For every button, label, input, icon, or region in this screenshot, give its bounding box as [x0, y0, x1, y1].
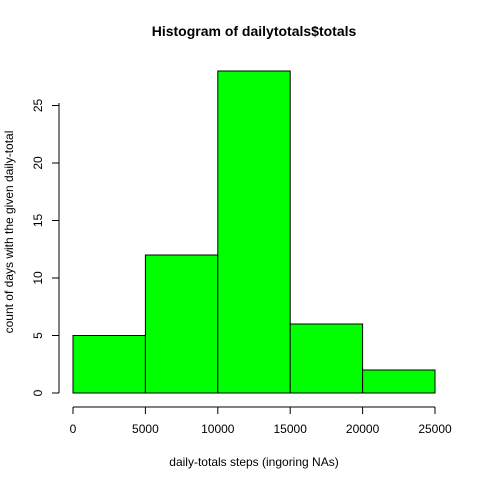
y-tick-label-0: 0	[31, 389, 45, 396]
x-tick-label-3: 15000	[274, 422, 308, 436]
x-tick-label-4: 20000	[346, 422, 380, 436]
x-axis-label: daily-totals steps (ingoring NAs)	[169, 455, 338, 469]
y-tick-label-3: 15	[31, 214, 45, 228]
histogram-bar-1	[144, 254, 219, 394]
x-tick-label-2: 10000	[201, 422, 235, 436]
histogram-bar-3	[289, 323, 364, 394]
y-ticks-group: 0 5 10 15 20 25	[31, 99, 59, 396]
histogram-bar-0	[72, 335, 146, 394]
bars-group	[72, 70, 436, 394]
x-tick-label-1: 5000	[132, 422, 159, 436]
y-tick-label-4: 20	[31, 156, 45, 170]
y-tick-label-2: 10	[31, 271, 45, 285]
x-ticks-group: 0 5000 10000 15000 20000 25000	[70, 407, 452, 436]
y-tick-label-5: 25	[31, 99, 45, 113]
x-tick-label-5: 25000	[418, 422, 452, 436]
chart-title: Histogram of dailytotals$totals	[152, 23, 357, 39]
histogram-bar-4	[362, 369, 436, 394]
histogram-bar-2	[217, 70, 291, 394]
y-axis-label: count of days with the given daily-total	[2, 131, 16, 334]
y-tick-label-1: 5	[31, 332, 45, 339]
x-tick-label-0: 0	[70, 422, 77, 436]
